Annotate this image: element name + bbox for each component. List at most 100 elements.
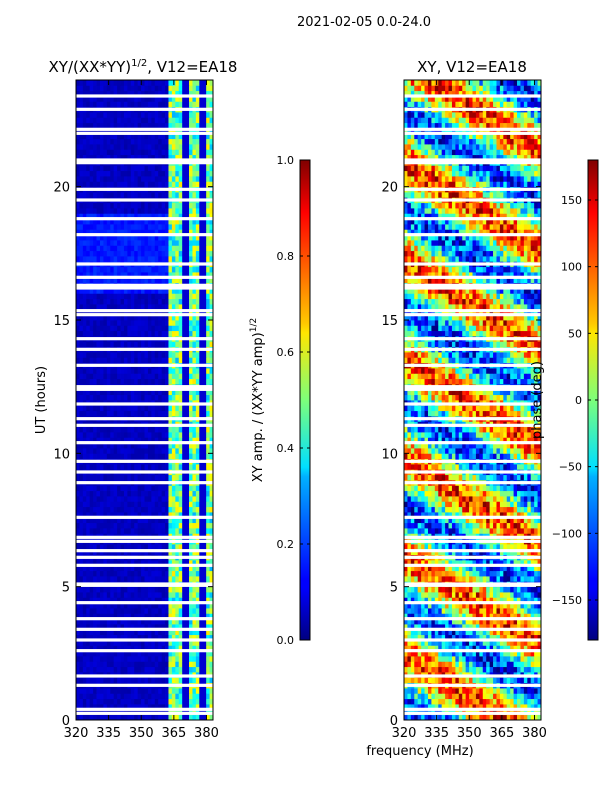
heatmap-cell (96, 229, 101, 236)
heatmap-cell (96, 208, 101, 214)
heatmap-cell (106, 490, 111, 497)
heatmap-cell (96, 181, 101, 188)
heatmap-cell (185, 192, 190, 198)
heatmap-cell (144, 288, 149, 294)
heatmap-cell (89, 320, 94, 326)
heatmap-cell (117, 176, 121, 182)
heatmap-cell (144, 432, 149, 438)
heatmap-cell (182, 288, 186, 294)
heatmap-cell (93, 570, 97, 577)
heatmap-cell (76, 506, 80, 513)
heatmap-cell (427, 714, 432, 721)
heatmap-cell (79, 522, 84, 529)
heatmap-cell (209, 490, 214, 497)
heatmap-cell (76, 96, 80, 102)
heatmap-cell (202, 490, 207, 497)
heatmap-cell (185, 122, 190, 129)
heatmap-cell (110, 592, 115, 598)
heatmap-cell (158, 85, 163, 92)
heatmap-cell (79, 528, 84, 534)
flagged-gap (76, 535, 213, 539)
heatmap-cell (209, 693, 214, 700)
heatmap-cell (534, 714, 538, 721)
heatmap-cell (134, 133, 139, 140)
heatmap-cell (134, 245, 139, 252)
heatmap-cell (154, 410, 159, 417)
heatmap-cell (161, 656, 166, 662)
heatmap-cell (127, 138, 132, 145)
heatmap-cell (202, 229, 207, 236)
heatmap-cell (130, 512, 135, 518)
heatmap-cell (171, 149, 176, 156)
heatmap-cell (178, 133, 183, 140)
heatmap-cell (195, 485, 200, 492)
heatmap-cell (96, 96, 101, 102)
heatmap-cell (130, 288, 135, 294)
heatmap-cell (93, 666, 97, 673)
heatmap-cell (158, 677, 163, 684)
heatmap-cell (206, 266, 210, 273)
flagged-gap (76, 423, 213, 427)
heatmap-cell (185, 640, 190, 646)
heatmap-cell (151, 592, 156, 598)
heatmap-cell (168, 293, 173, 300)
heatmap-cell (89, 586, 94, 593)
heatmap-cell (171, 101, 176, 108)
heatmap-cell (171, 506, 176, 513)
heatmap-cell (182, 645, 186, 652)
heatmap-cell (120, 618, 125, 625)
heatmap-cell (93, 90, 97, 97)
heatmap-cell (192, 592, 197, 598)
heatmap-cell (192, 192, 197, 198)
heatmap-cell (106, 453, 111, 460)
heatmap-cell (86, 80, 91, 86)
heatmap-cell (134, 112, 139, 118)
heatmap-cell (113, 224, 118, 230)
heatmap-cell (178, 698, 183, 705)
heatmap-cell (206, 202, 210, 209)
heatmap-cell (175, 501, 180, 508)
heatmap-cell (182, 85, 186, 92)
heatmap-cell (147, 602, 152, 609)
heatmap-cell (123, 378, 128, 385)
heatmap-cell (147, 410, 152, 417)
flagged-gap (76, 161, 213, 165)
heatmap-cell (199, 528, 204, 534)
heatmap-cell (96, 506, 101, 513)
heatmap-cell (86, 192, 91, 198)
heatmap-cell (165, 410, 169, 417)
heatmap-cell (117, 645, 121, 652)
heatmap-cell (144, 341, 149, 348)
heatmap-cell (99, 656, 104, 662)
heatmap-cell (120, 698, 125, 705)
heatmap-cell (158, 570, 163, 577)
heatmap-cell (86, 464, 91, 470)
heatmap-cell (202, 437, 207, 444)
heatmap-cell (161, 597, 166, 604)
heatmap-cell (175, 517, 180, 524)
heatmap-cell (93, 634, 97, 641)
heatmap-cell (120, 602, 125, 609)
heatmap-cell (89, 448, 94, 454)
heatmap-cell (158, 704, 163, 710)
heatmap-cell (189, 405, 193, 412)
heatmap-cell (130, 656, 135, 662)
flagged-gap (76, 649, 213, 653)
heatmap-cell (199, 96, 204, 102)
heatmap-cell (123, 618, 128, 625)
heatmap-cell (171, 304, 176, 310)
heatmap-cell (209, 576, 214, 582)
heatmap-cell (209, 245, 214, 252)
heatmap-cell (123, 496, 128, 502)
heatmap-cell (110, 405, 115, 412)
heatmap-cell (127, 117, 132, 124)
heatmap-cell (93, 592, 97, 598)
heatmap-cell (106, 154, 111, 161)
heatmap-cell (99, 517, 104, 524)
heatmap-cell (171, 677, 176, 684)
heatmap-cell (130, 224, 135, 230)
heatmap-cell (79, 149, 84, 156)
heatmap-cell (165, 704, 169, 710)
heatmap-cell (93, 325, 97, 332)
heatmap-cell (110, 714, 115, 721)
